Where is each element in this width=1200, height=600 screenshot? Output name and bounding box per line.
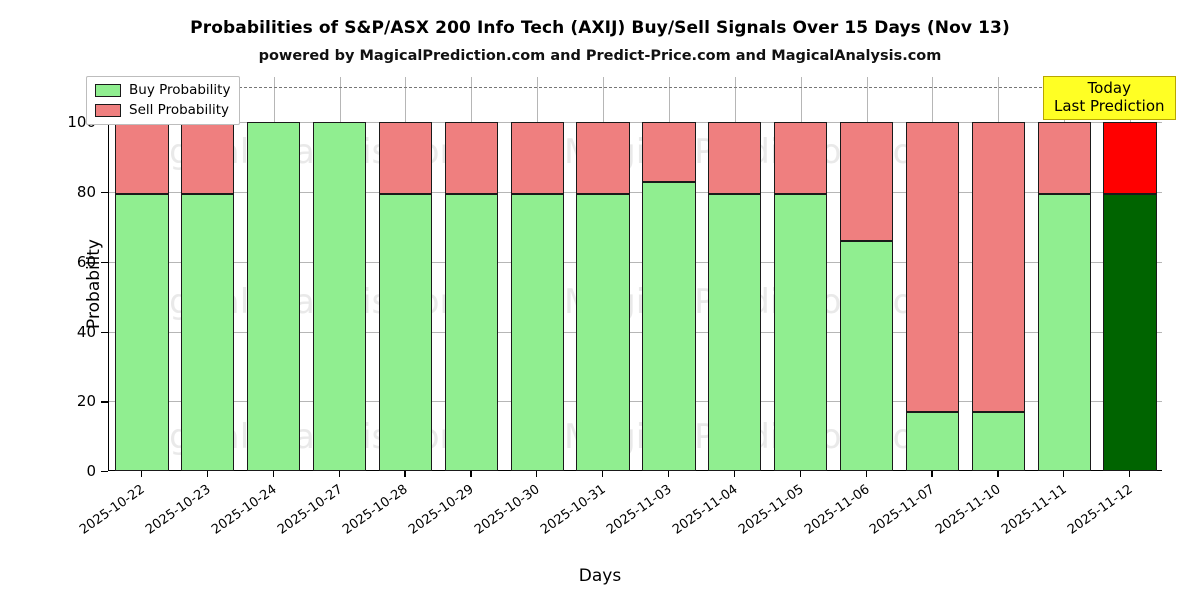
bar-segment-buy[interactable] <box>708 193 762 471</box>
bar-segment-buy[interactable] <box>774 193 828 471</box>
bar-column[interactable] <box>774 77 828 471</box>
y-tick-mark <box>101 261 108 264</box>
bar-segment-sell[interactable] <box>642 122 696 182</box>
chart-title: Probabilities of S&P/ASX 200 Info Tech (… <box>190 18 1010 38</box>
gridline-horizontal <box>109 261 1162 263</box>
bar-segment-sell[interactable] <box>839 122 894 241</box>
x-tick-mark <box>206 471 209 477</box>
y-tick-label: 20 <box>76 392 96 411</box>
bar-segment-sell[interactable] <box>774 122 828 194</box>
bar-segment-buy[interactable] <box>312 122 367 471</box>
x-tick-mark <box>865 471 867 477</box>
gridline-horizontal <box>109 122 1162 124</box>
legend-label-buy: Buy Probability <box>129 82 231 98</box>
x-tick-mark <box>602 471 604 477</box>
y-tick-mark <box>101 471 108 473</box>
reference-line <box>109 87 1162 89</box>
bar-column[interactable] <box>510 77 564 471</box>
bar-segment-buy[interactable] <box>642 181 696 471</box>
x-tick-mark <box>272 471 274 477</box>
bar-column[interactable] <box>708 77 762 471</box>
bar-column[interactable] <box>444 77 498 471</box>
x-tick-mark <box>667 471 670 477</box>
bar-segment-sell[interactable] <box>905 122 960 412</box>
bar-column[interactable] <box>312 77 367 471</box>
bar-segment-buy[interactable] <box>444 193 498 471</box>
bar-segment-sell[interactable] <box>181 122 235 194</box>
legend-swatch-buy <box>95 83 121 97</box>
bar-segment-buy[interactable] <box>378 193 433 471</box>
y-tick-mark <box>101 331 108 333</box>
bar-segment-sell[interactable] <box>444 122 498 194</box>
legend-label-sell: Sell Probability <box>129 102 230 118</box>
plot-area: MagicalAnalysis.comMagicalPrediction.com… <box>108 77 1162 471</box>
y-tick-label: 40 <box>76 322 96 341</box>
legend-item-sell: Sell Probability <box>95 102 230 118</box>
gridline-horizontal <box>109 401 1162 403</box>
x-tick-mark <box>1063 471 1065 477</box>
x-axis-label: Days <box>578 566 622 586</box>
x-tick-mark <box>733 471 736 477</box>
bar-column[interactable] <box>378 77 433 471</box>
bar-column[interactable] <box>247 77 301 471</box>
x-tick-mark <box>799 471 801 477</box>
bar-segment-sell[interactable] <box>1103 122 1157 194</box>
y-axis-label: Probability <box>84 239 104 329</box>
bar-segment-buy[interactable] <box>1103 193 1157 471</box>
bar-segment-sell[interactable] <box>708 122 762 194</box>
x-tick-mark <box>931 471 933 477</box>
bar-segment-sell[interactable] <box>510 122 564 194</box>
bar-column[interactable] <box>971 77 1025 471</box>
y-tick-mark <box>101 192 108 194</box>
bar-segment-buy[interactable] <box>1037 193 1091 471</box>
bar-column[interactable] <box>905 77 960 471</box>
x-tick-mark <box>140 471 143 477</box>
legend-item-buy: Buy Probability <box>95 82 230 98</box>
bar-segment-sell[interactable] <box>378 122 433 194</box>
bar-column[interactable] <box>839 77 894 471</box>
gridline-horizontal <box>109 192 1162 194</box>
x-tick-mark <box>338 471 340 477</box>
x-tick-mark <box>404 471 406 477</box>
bar-segment-buy[interactable] <box>181 193 235 471</box>
bar-segment-sell[interactable] <box>1037 122 1091 194</box>
bar-segment-buy[interactable] <box>247 122 301 471</box>
bar-column[interactable] <box>115 77 169 471</box>
bar-segment-buy[interactable] <box>839 240 894 471</box>
bar-segment-sell[interactable] <box>971 122 1025 412</box>
y-tick-label: 80 <box>76 183 96 202</box>
gridline-horizontal <box>109 331 1162 333</box>
bar-segment-sell[interactable] <box>576 122 630 194</box>
x-tick-mark <box>536 471 538 477</box>
chart-legend: Buy Probability Sell Probability <box>86 76 241 125</box>
y-tick-label: 60 <box>76 252 96 271</box>
legend-swatch-sell <box>95 103 121 117</box>
x-tick-mark <box>470 471 472 477</box>
bar-segment-buy[interactable] <box>905 411 960 471</box>
bar-column[interactable] <box>1037 77 1091 471</box>
today-annotation: Today Last Prediction <box>1043 76 1176 121</box>
today-annotation-line1: Today <box>1087 79 1131 97</box>
bar-column[interactable] <box>181 77 235 471</box>
bar-segment-sell[interactable] <box>115 122 169 194</box>
bar-segment-buy[interactable] <box>115 193 169 471</box>
bar-column[interactable] <box>576 77 630 471</box>
bar-column[interactable] <box>642 77 696 471</box>
today-annotation-line2: Last Prediction <box>1054 96 1165 115</box>
x-tick-mark <box>1129 471 1131 477</box>
y-tick-mark <box>101 401 108 403</box>
bar-segment-buy[interactable] <box>576 193 630 471</box>
y-tick-label: 0 <box>86 462 96 480</box>
x-tick-mark <box>997 471 999 477</box>
bar-segment-buy[interactable] <box>971 411 1025 471</box>
bar-segment-buy[interactable] <box>510 193 564 471</box>
chart-subtitle: powered by MagicalPrediction.com and Pre… <box>258 48 942 64</box>
bar-column[interactable] <box>1103 77 1157 471</box>
